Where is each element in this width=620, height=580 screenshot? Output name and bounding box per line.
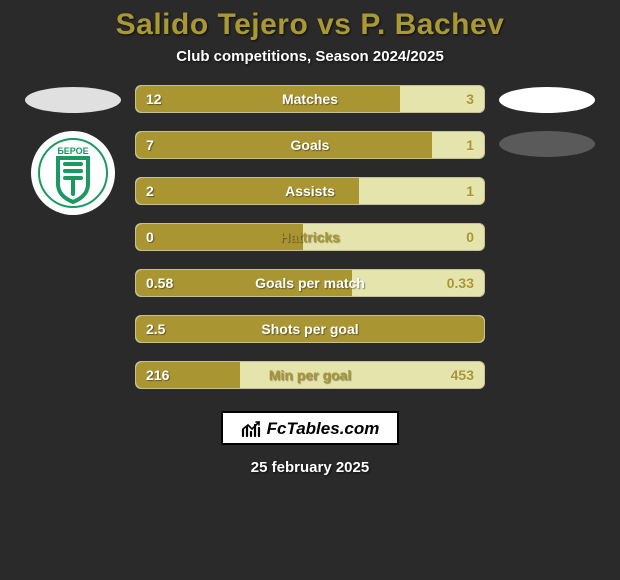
right-team-ellipse-1 <box>499 87 595 113</box>
stat-fill <box>136 224 303 250</box>
stat-right-value: 0 <box>466 229 474 245</box>
brand-label: FcTables.com <box>267 419 380 439</box>
stat-label: Goals <box>291 137 330 153</box>
stat-bar: 2.5 Shots per goal <box>135 315 485 343</box>
left-team-column: БЕРОЕ <box>23 85 123 389</box>
stat-left-value: 12 <box>146 91 162 107</box>
stat-right-value: 1 <box>466 137 474 153</box>
right-team-column <box>497 85 597 389</box>
stat-left-value: 0.58 <box>146 275 173 291</box>
stat-right-value: 3 <box>466 91 474 107</box>
stat-bar: 0 Hattricks 0 <box>135 223 485 251</box>
subtitle: Club competitions, Season 2024/2025 <box>176 48 444 65</box>
stat-left-value: 7 <box>146 137 154 153</box>
stat-left-value: 216 <box>146 367 169 383</box>
stat-bar: 2 Assists 1 <box>135 177 485 205</box>
stat-right-value: 1 <box>466 183 474 199</box>
stat-label: Goals per match <box>255 275 365 291</box>
left-team-badge: БЕРОЕ <box>31 131 115 215</box>
stat-fill <box>136 132 432 158</box>
left-team-ellipse <box>25 87 121 113</box>
stat-label: Assists <box>285 183 335 199</box>
chart-up-icon <box>241 420 261 438</box>
page-title: Salido Tejero vs P. Bachev <box>116 8 505 42</box>
stat-bar: 12 Matches 3 <box>135 85 485 113</box>
badge-text: БЕРОЕ <box>57 146 88 156</box>
stat-left-value: 2 <box>146 183 154 199</box>
stat-label: Min per goal <box>269 367 351 383</box>
right-team-ellipse-2 <box>499 131 595 157</box>
date-label: 25 february 2025 <box>251 459 369 476</box>
main-row: БЕРОЕ 12Matches37Goals12Assists10Hattric… <box>0 85 620 389</box>
stat-left-value: 0 <box>146 229 154 245</box>
stat-label: Hattricks <box>280 229 340 245</box>
stat-left-value: 2.5 <box>146 321 165 337</box>
comparison-card: Salido Tejero vs P. Bachev Club competit… <box>0 0 620 580</box>
stat-bar: 7 Goals 1 <box>135 131 485 159</box>
brand-box[interactable]: FcTables.com <box>221 411 400 445</box>
stat-bar: 216 Min per goal 453 <box>135 361 485 389</box>
stat-label: Shots per goal <box>261 321 358 337</box>
stat-bar: 0.58 Goals per match 0.33 <box>135 269 485 297</box>
stat-right-value: 0.33 <box>447 275 474 291</box>
shield-icon: БЕРОЕ <box>38 138 108 208</box>
stats-column: 12Matches37Goals12Assists10Hattricks00.5… <box>135 85 485 389</box>
stat-label: Matches <box>282 91 338 107</box>
stat-fill <box>136 86 400 112</box>
stat-right-value: 453 <box>451 367 474 383</box>
